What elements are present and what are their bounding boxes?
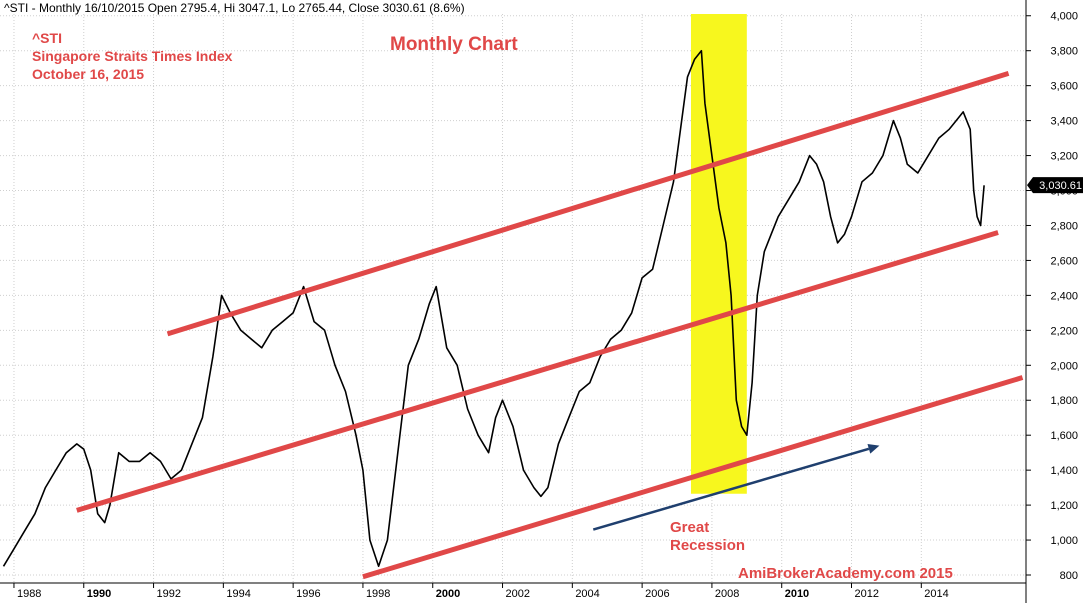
date-label: October 16, 2015 [32,66,144,82]
x-tick-label: 1998 [366,588,390,600]
trend-channels [76,71,1024,580]
y-tick-label: 2,000 [1050,360,1078,372]
recession-highlight [690,14,747,494]
x-tick-label: 1996 [296,588,320,600]
x-tick-label: 2006 [645,588,669,600]
x-tick-label: 1994 [226,588,250,600]
y-tick-label: 3,400 [1050,116,1078,128]
y-tick-label: 1,400 [1050,465,1078,477]
x-tick-label: 2004 [575,588,599,600]
axes [0,0,1027,603]
arrow-head [867,443,880,454]
arrow-shaft [592,447,870,531]
x-tick-label: 2000 [436,588,460,600]
x-tick-label: 2002 [506,588,530,600]
x-axis-ticks: 1988 1990 1992 1994 1996 1998 2000 2002 2004 2006… [13,583,949,600]
trend-arrow [592,443,880,531]
x-tick-label: 1990 [87,588,111,600]
y-tick-label: 2,200 [1050,325,1078,337]
recession-band [690,14,747,494]
y-tick-label: 1,000 [1050,535,1078,547]
price-series [2,49,985,568]
x-tick-label: 2010 [785,588,809,600]
index-name-label: Singapore Straits Times Index [32,48,233,64]
x-tick-label: 2014 [924,588,948,600]
y-tick-label: 1,200 [1050,500,1078,512]
y-tick-label: 1,800 [1050,395,1078,407]
watermark: AmiBrokerAcademy.com 2015 [738,565,953,582]
y-tick-label: 2,600 [1050,255,1078,267]
close-price-label: 3,030.61 [1027,177,1083,194]
y-tick-label: 2,800 [1050,220,1078,232]
channel-line [76,230,999,513]
y-tick-label: 3,600 [1050,81,1078,93]
symbol-label: ^STI [32,30,62,46]
x-tick-label: 1992 [157,588,181,600]
chart-title: Monthly Chart [390,34,518,55]
y-tick-label: 1,600 [1050,430,1078,442]
y-tick-label: 4,000 [1050,11,1078,23]
ohlc-header: ^STI - Monthly 16/10/2015 Open 2795.4, H… [4,1,465,15]
x-tick-label: 2008 [715,588,739,600]
channel-line [362,375,1024,580]
price-line [2,49,985,568]
annotation-line2: Recession [670,537,745,554]
y-tick-label: 3,800 [1050,46,1078,58]
close-price-text: 3,030.61 [1039,180,1082,192]
y-tick-label: 2,400 [1050,290,1078,302]
x-tick-label: 2012 [855,588,879,600]
x-tick-label: 1988 [17,588,41,600]
y-tick-label: 800 [1060,570,1078,582]
y-tick-label: 3,200 [1050,151,1078,163]
annotation-line1: Great [670,519,709,536]
close-price-badge [1027,177,1083,194]
channel-line [166,71,1010,337]
